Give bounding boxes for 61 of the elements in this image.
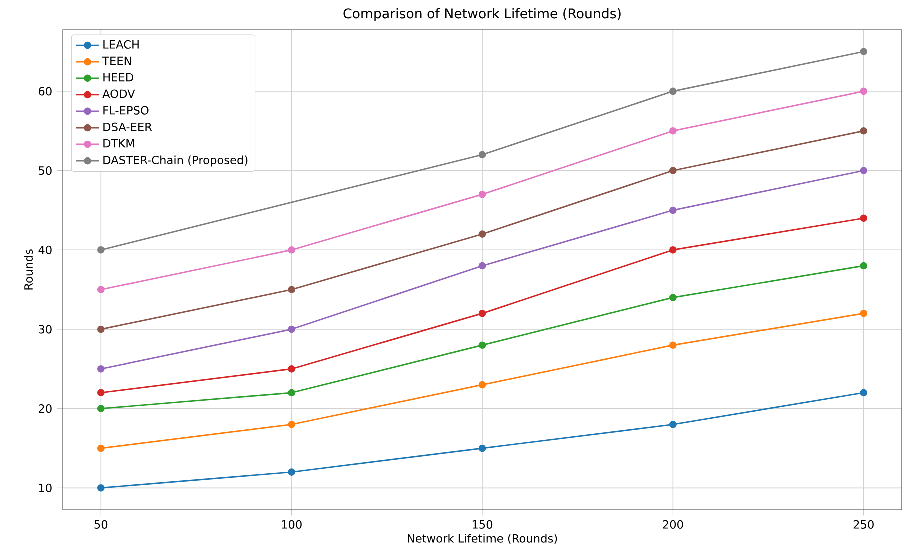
point — [478, 262, 486, 270]
point — [97, 444, 105, 452]
y-axis-title: Rounds — [24, 250, 34, 290]
point — [860, 389, 868, 397]
x-axis-title: Network Lifetime (Rounds) — [408, 534, 558, 544]
point — [288, 286, 296, 294]
point — [478, 342, 486, 350]
point — [478, 444, 486, 452]
point — [97, 405, 105, 412]
point — [97, 484, 105, 492]
point — [670, 294, 677, 302]
point — [288, 365, 296, 373]
point — [288, 389, 296, 397]
point — [860, 214, 868, 222]
point — [478, 151, 486, 159]
point — [97, 246, 105, 254]
y-tick-label: 30 — [39, 325, 52, 334]
point — [670, 167, 677, 174]
y-tick-label: 20 — [39, 404, 52, 414]
legend-label: AODV — [102, 90, 136, 98]
legend-label: TEEN — [102, 56, 132, 66]
point — [670, 342, 677, 350]
y-tick-label: 40 — [38, 246, 52, 254]
y-tick-label: 60 — [38, 87, 52, 96]
point — [860, 310, 868, 318]
point — [478, 230, 486, 238]
point — [97, 365, 105, 373]
x-tick-label: 100 — [282, 520, 302, 529]
point — [670, 206, 677, 214]
x-tick-label: 200 — [663, 520, 684, 529]
point — [478, 381, 486, 389]
legend-label: HEED — [104, 73, 134, 82]
point — [478, 310, 486, 318]
point — [97, 286, 105, 294]
x-tick-label: 50 — [94, 520, 108, 529]
point — [97, 326, 105, 334]
legend-label: LEACH — [104, 40, 139, 49]
point — [860, 88, 868, 96]
point — [97, 389, 105, 397]
point — [288, 421, 296, 428]
point — [670, 421, 677, 428]
legend-label: DSA-EER — [104, 122, 152, 132]
legend-label: DTKM — [104, 139, 134, 148]
point — [288, 246, 296, 254]
point — [860, 127, 868, 135]
point — [288, 468, 296, 476]
point — [288, 326, 296, 334]
legend-label: FL-EPSO — [104, 106, 149, 115]
y-tick-label: 10 — [39, 484, 52, 492]
point — [860, 262, 868, 270]
point — [670, 246, 677, 254]
legend-label: DASTER-Chain (Proposed) — [104, 156, 248, 167]
point — [860, 167, 868, 174]
point — [478, 190, 486, 198]
x-tick-label: 250 — [854, 520, 874, 529]
point — [670, 127, 677, 135]
point — [860, 48, 868, 56]
chart-title: Comparison of Network Lifetime (Rounds) — [344, 8, 621, 22]
point — [670, 88, 677, 96]
x-tick-label: 150 — [472, 520, 493, 529]
y-tick-label: 50 — [39, 166, 52, 176]
